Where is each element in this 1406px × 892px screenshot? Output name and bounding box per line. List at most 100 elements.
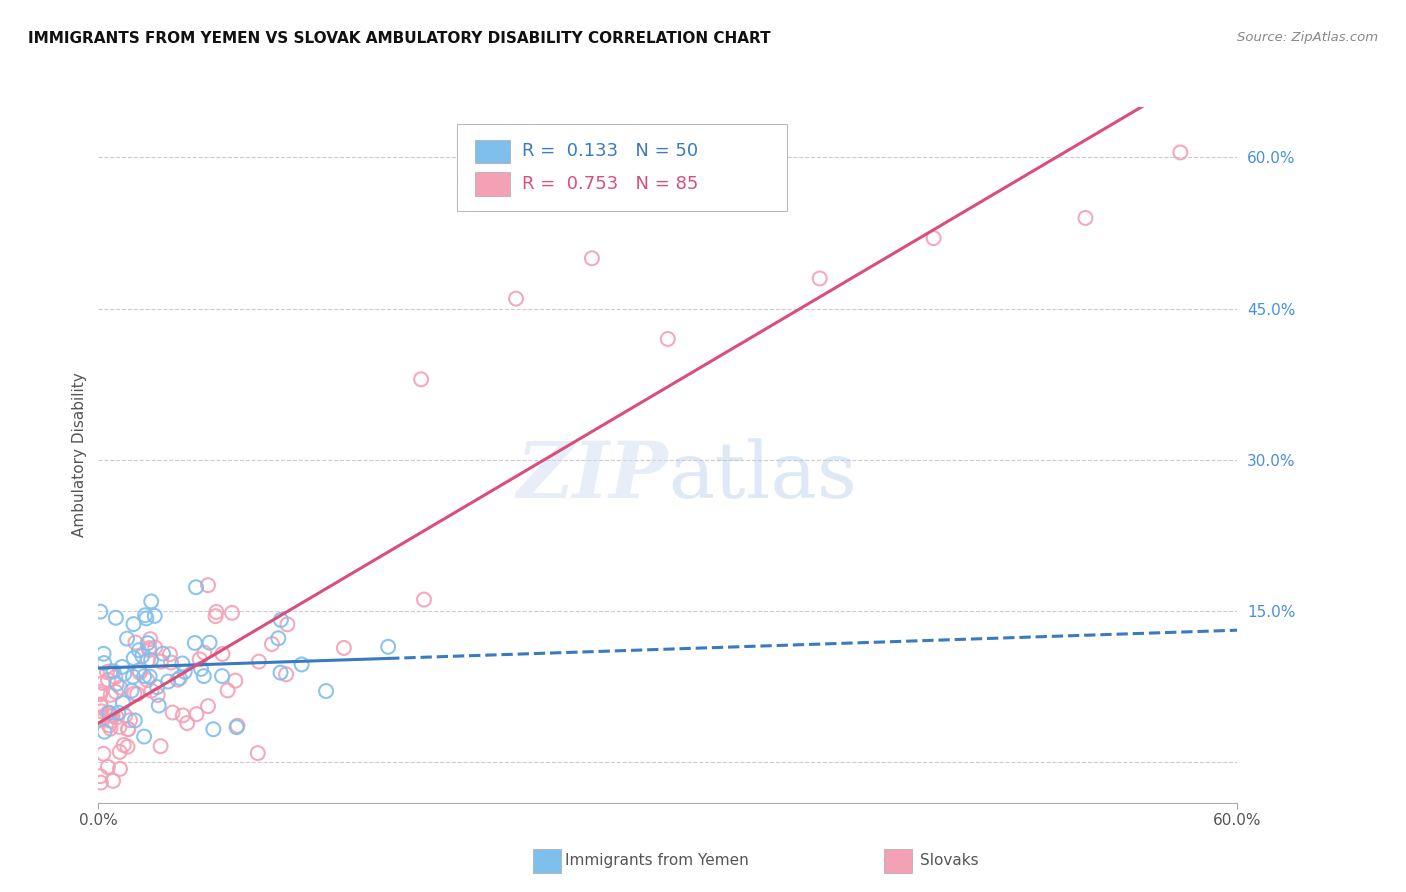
- Point: [100, 688, 122, 702]
- Point: [89, 769, 111, 783]
- Point: [127, 687, 149, 701]
- Point: [211, 647, 233, 661]
- Point: [267, 632, 290, 646]
- Point: [100, 714, 122, 728]
- Text: R =  0.753   N = 85: R = 0.753 N = 85: [522, 175, 699, 194]
- Point: [100, 665, 122, 679]
- Point: [89, 698, 111, 712]
- Point: [188, 652, 211, 666]
- Point: [197, 578, 219, 592]
- Point: [114, 708, 136, 723]
- Point: [132, 730, 155, 744]
- Point: [193, 669, 215, 683]
- Point: [225, 720, 247, 734]
- Point: [90, 710, 112, 724]
- Point: [186, 707, 208, 722]
- Point: [581, 252, 603, 266]
- Point: [91, 747, 114, 761]
- Point: [93, 724, 115, 739]
- Point: [135, 611, 157, 625]
- Point: [149, 655, 172, 669]
- Point: [100, 708, 122, 723]
- Point: [205, 605, 228, 619]
- Point: [139, 653, 162, 667]
- Point: [118, 713, 141, 727]
- Point: [136, 636, 159, 650]
- Point: [136, 673, 159, 687]
- Point: [808, 271, 831, 285]
- Point: [176, 716, 198, 731]
- Point: [315, 684, 337, 698]
- Point: [104, 611, 127, 625]
- Point: [276, 617, 298, 632]
- Point: [105, 710, 128, 724]
- Point: [1170, 145, 1192, 160]
- Point: [217, 683, 239, 698]
- Point: [115, 632, 138, 646]
- Point: [197, 699, 219, 714]
- Point: [122, 651, 145, 665]
- Point: [122, 670, 145, 684]
- Point: [97, 673, 120, 687]
- Point: [221, 606, 243, 620]
- Point: [411, 372, 433, 386]
- Point: [108, 745, 131, 759]
- Text: atlas: atlas: [668, 438, 856, 514]
- Point: [184, 580, 207, 594]
- Point: [202, 723, 225, 737]
- Point: [377, 640, 399, 654]
- Point: [173, 665, 195, 679]
- Point: [111, 660, 134, 674]
- Point: [124, 714, 146, 728]
- Text: R =  0.133   N = 50: R = 0.133 N = 50: [522, 142, 699, 160]
- Point: [291, 657, 314, 672]
- Point: [204, 609, 226, 624]
- Point: [104, 685, 127, 699]
- Point: [224, 673, 246, 688]
- Point: [166, 673, 188, 687]
- Point: [157, 674, 180, 689]
- Point: [193, 646, 215, 660]
- Point: [117, 739, 139, 754]
- Text: IMMIGRANTS FROM YEMEN VS SLOVAK AMBULATORY DISABILITY CORRELATION CHART: IMMIGRANTS FROM YEMEN VS SLOVAK AMBULATO…: [28, 31, 770, 46]
- Point: [101, 708, 124, 723]
- Point: [198, 636, 221, 650]
- Point: [90, 704, 112, 718]
- Point: [162, 706, 184, 720]
- Point: [159, 647, 181, 661]
- Point: [134, 669, 156, 683]
- Point: [149, 739, 172, 754]
- Point: [143, 608, 166, 623]
- Point: [128, 643, 150, 657]
- Point: [96, 665, 118, 679]
- Point: [105, 677, 128, 691]
- Point: [111, 696, 134, 710]
- Point: [184, 636, 207, 650]
- Point: [160, 656, 183, 670]
- Point: [122, 617, 145, 632]
- Point: [190, 662, 212, 676]
- Point: [1074, 211, 1097, 225]
- Point: [93, 647, 115, 661]
- Point: [505, 292, 527, 306]
- Point: [141, 683, 163, 698]
- Point: [270, 613, 292, 627]
- Text: ZIP: ZIP: [516, 438, 668, 514]
- Point: [172, 708, 194, 723]
- Point: [104, 670, 127, 684]
- FancyBboxPatch shape: [457, 124, 787, 211]
- Point: [128, 663, 150, 677]
- Text: Slovaks: Slovaks: [920, 854, 979, 868]
- Point: [112, 666, 135, 681]
- Point: [148, 698, 170, 713]
- Point: [134, 608, 156, 623]
- Point: [169, 671, 191, 685]
- Point: [107, 706, 129, 720]
- Point: [146, 688, 169, 702]
- Point: [124, 635, 146, 649]
- Point: [91, 676, 114, 690]
- Point: [131, 648, 153, 663]
- Point: [211, 669, 233, 683]
- Point: [117, 722, 139, 736]
- Point: [103, 665, 125, 679]
